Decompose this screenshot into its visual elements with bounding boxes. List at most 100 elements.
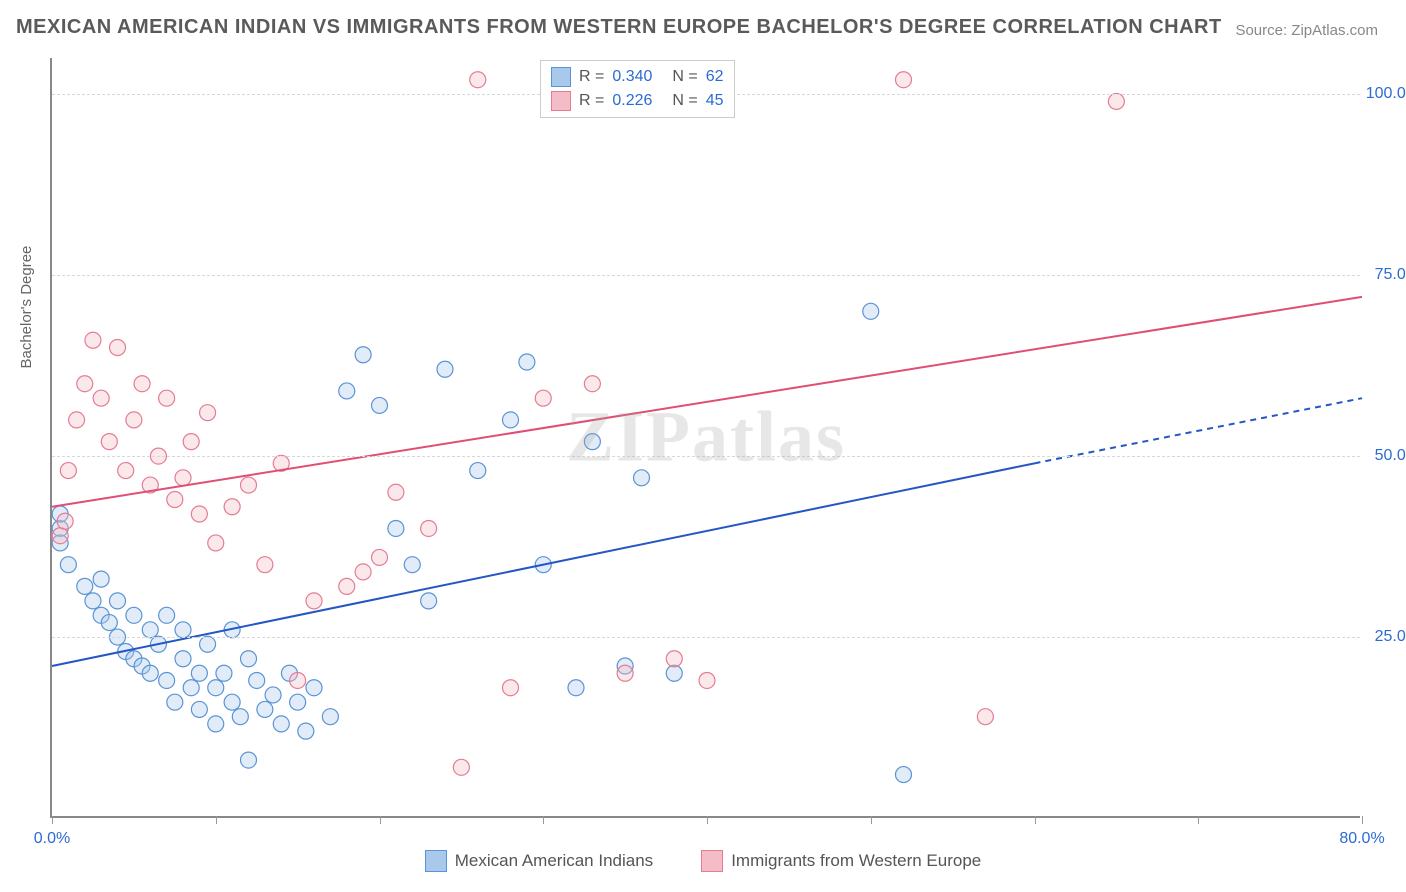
- n-value: 62: [706, 68, 724, 86]
- x-tick-label: 0.0%: [34, 830, 70, 848]
- data-point: [142, 665, 158, 681]
- data-point: [404, 557, 420, 573]
- x-tick-label: 80.0%: [1339, 830, 1384, 848]
- data-point: [93, 390, 109, 406]
- data-point: [183, 680, 199, 696]
- data-point: [453, 759, 469, 775]
- data-point: [437, 361, 453, 377]
- data-point: [519, 354, 535, 370]
- data-point: [372, 549, 388, 565]
- data-point: [134, 376, 150, 392]
- data-point: [208, 535, 224, 551]
- data-point: [896, 767, 912, 783]
- data-point: [85, 332, 101, 348]
- data-point: [183, 434, 199, 450]
- data-point: [568, 680, 584, 696]
- data-point: [617, 665, 633, 681]
- legend-stats-row: R =0.340N =62: [551, 65, 724, 89]
- data-point: [257, 557, 273, 573]
- data-point: [977, 709, 993, 725]
- x-tick: [1362, 816, 1363, 824]
- r-value: 0.340: [612, 68, 652, 86]
- data-point: [175, 470, 191, 486]
- data-point: [142, 622, 158, 638]
- legend-swatch: [701, 850, 723, 872]
- data-point: [584, 376, 600, 392]
- data-point: [306, 680, 322, 696]
- data-point: [126, 607, 142, 623]
- data-point: [666, 665, 682, 681]
- data-point: [118, 463, 134, 479]
- data-point: [191, 701, 207, 717]
- data-point: [896, 72, 912, 88]
- legend-stats-row: R =0.226N =45: [551, 89, 724, 113]
- data-point: [159, 672, 175, 688]
- data-point: [298, 723, 314, 739]
- data-point: [863, 303, 879, 319]
- data-point: [167, 492, 183, 508]
- data-point: [322, 709, 338, 725]
- data-point: [355, 564, 371, 580]
- data-point: [101, 615, 117, 631]
- data-point: [1108, 93, 1124, 109]
- legend-item: Immigrants from Western Europe: [697, 850, 985, 872]
- legend-swatch: [551, 67, 571, 87]
- gridline: [52, 275, 1360, 276]
- data-point: [535, 390, 551, 406]
- data-point: [175, 622, 191, 638]
- plot-area: ZIPatlas 25.0%50.0%75.0%100.0%0.0%80.0%: [50, 58, 1360, 818]
- trend-line: [52, 463, 1035, 666]
- data-point: [273, 716, 289, 732]
- n-value: 45: [706, 92, 724, 110]
- data-point: [388, 520, 404, 536]
- data-point: [372, 397, 388, 413]
- data-point: [77, 376, 93, 392]
- x-tick: [216, 816, 217, 824]
- data-point: [200, 636, 216, 652]
- correlation-legend: R =0.340N =62R =0.226N =45: [540, 60, 735, 118]
- data-point: [265, 687, 281, 703]
- legend-swatch: [551, 91, 571, 111]
- y-tick-label: 100.0%: [1365, 85, 1406, 103]
- scatter-plot-svg: [52, 58, 1360, 816]
- data-point: [224, 694, 240, 710]
- data-point: [421, 593, 437, 609]
- x-tick: [380, 816, 381, 824]
- chart-title: MEXICAN AMERICAN INDIAN VS IMMIGRANTS FR…: [16, 16, 1222, 39]
- data-point: [69, 412, 85, 428]
- data-point: [101, 434, 117, 450]
- data-point: [52, 528, 68, 544]
- n-label: N =: [672, 92, 697, 110]
- legend-label: Immigrants from Western Europe: [731, 851, 981, 871]
- x-tick: [1035, 816, 1036, 824]
- data-point: [339, 578, 355, 594]
- data-point: [249, 672, 265, 688]
- data-point: [388, 484, 404, 500]
- data-point: [241, 752, 257, 768]
- y-tick-label: 50.0%: [1365, 447, 1406, 465]
- data-point: [666, 651, 682, 667]
- data-point: [503, 680, 519, 696]
- source-attribution: Source: ZipAtlas.com: [1235, 22, 1378, 39]
- data-point: [60, 463, 76, 479]
- series-legend: Mexican American Indians Immigrants from …: [0, 850, 1406, 872]
- legend-label: Mexican American Indians: [455, 851, 653, 871]
- data-point: [232, 709, 248, 725]
- data-point: [93, 571, 109, 587]
- data-point: [470, 463, 486, 479]
- data-point: [175, 651, 191, 667]
- data-point: [421, 520, 437, 536]
- data-point: [257, 701, 273, 717]
- legend-item: Mexican American Indians: [421, 850, 657, 872]
- x-tick: [1198, 816, 1199, 824]
- data-point: [224, 499, 240, 515]
- data-point: [584, 434, 600, 450]
- x-tick: [543, 816, 544, 824]
- y-tick-label: 75.0%: [1365, 266, 1406, 284]
- data-point: [306, 593, 322, 609]
- data-point: [208, 680, 224, 696]
- data-point: [339, 383, 355, 399]
- y-axis-label: Bachelor's Degree: [18, 246, 35, 369]
- data-point: [60, 557, 76, 573]
- r-label: R =: [579, 68, 604, 86]
